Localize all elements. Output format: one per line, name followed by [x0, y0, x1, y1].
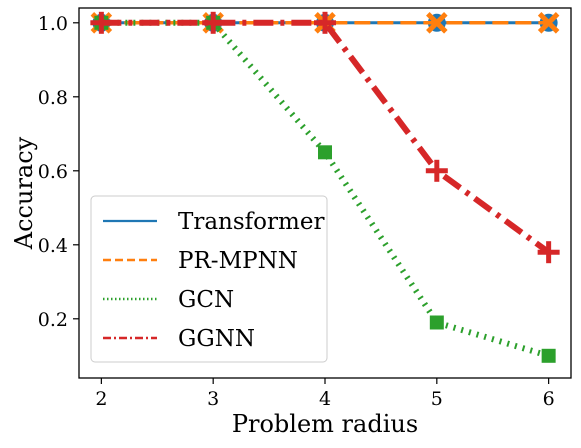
data-point-pr-mpnn-stroke — [537, 12, 560, 34]
legend-box — [90, 195, 328, 363]
legend-label: GGNN — [178, 326, 255, 352]
y-tick-label: 0.8 — [38, 87, 68, 109]
data-point-ggnn — [425, 159, 448, 182]
data-point-pr-mpnn — [426, 12, 448, 34]
x-tick-label: 6 — [543, 388, 555, 410]
data-point-ggnn — [314, 11, 336, 34]
series-gcn — [94, 15, 556, 363]
data-point-ggnn — [537, 241, 560, 264]
x-axis-label: Problem radius — [232, 410, 418, 438]
data-point-ggnn — [90, 11, 113, 34]
x-axis: 2 3 4 5 6 — [95, 378, 555, 410]
x-tick-label: 3 — [207, 388, 219, 410]
x-tick-label: 4 — [319, 388, 331, 410]
legend-entry-ggnn: GGNN — [103, 326, 255, 352]
series-ggnn — [90, 11, 560, 264]
y-tick-label: 0.4 — [38, 235, 68, 257]
legend-entry-gcn: GCN — [103, 287, 234, 313]
legend-label: GCN — [178, 287, 234, 313]
y-tick-label: 1.0 — [38, 13, 68, 35]
data-point-pr-mpnn-stroke — [426, 12, 448, 34]
y-tick-label: 0.2 — [38, 309, 68, 331]
y-axis-label: Accuracy — [10, 136, 38, 250]
legend-entry-pr-mpnn: PR-MPNN — [103, 248, 298, 274]
data-point-ggnn — [202, 11, 225, 34]
x-tick-label: 5 — [431, 388, 443, 410]
y-tick-label: 0.6 — [38, 161, 68, 183]
data-point-gcn — [318, 145, 332, 160]
x-tick-label: 2 — [95, 388, 107, 410]
legend: Transformer PR-MPNN GCN GGNN — [90, 195, 328, 363]
legend-entry-transformer: Transformer — [103, 209, 324, 235]
data-point-gcn — [429, 315, 444, 330]
legend-label: Transformer — [178, 209, 324, 235]
y-axis: 0.2 0.4 0.6 0.8 1.0 — [38, 13, 79, 331]
legend-label: PR-MPNN — [178, 248, 298, 274]
series-group — [90, 11, 560, 363]
data-point-pr-mpnn — [537, 12, 560, 34]
data-point-gcn — [541, 348, 556, 363]
